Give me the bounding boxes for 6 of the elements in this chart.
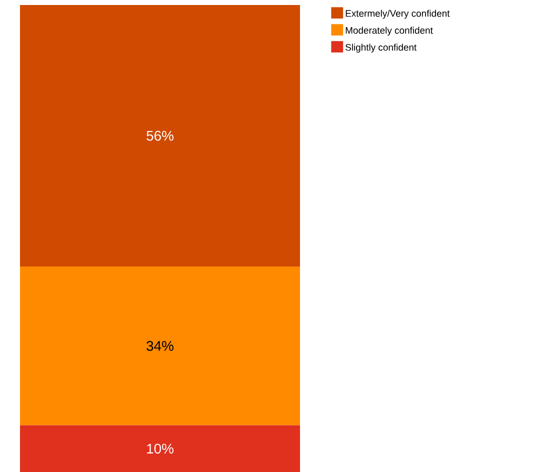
- legend-label: Extermely/Very confident: [346, 10, 450, 19]
- data-label: 34%: [146, 340, 174, 351]
- legend-label: Moderately confident: [346, 26, 433, 36]
- data-label: 56%: [146, 130, 174, 141]
- legend-label: Slightly confident: [346, 44, 417, 53]
- data-label: 10%: [147, 444, 174, 454]
